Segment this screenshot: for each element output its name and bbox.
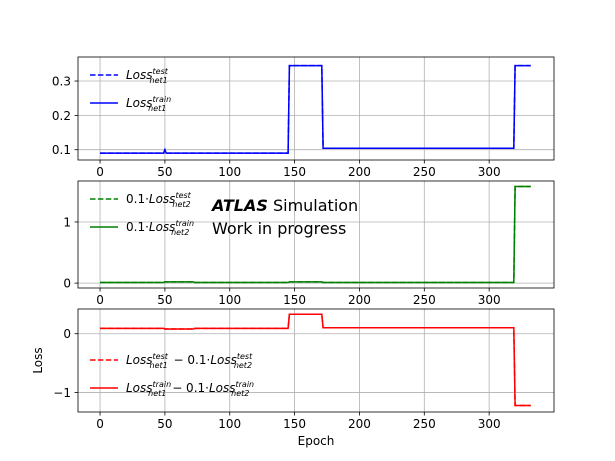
legend-label-train-net2: 0.1·Losstrain net2: [126, 219, 194, 237]
legend-label-test-net1: Losstest net1: [126, 67, 169, 85]
legend-name: 0.1·: [126, 192, 149, 206]
x-tick-label: 100: [218, 293, 241, 307]
legend-name: Loss: [126, 353, 153, 367]
x-tick-label: 300: [478, 417, 501, 431]
simulation-label: Simulation: [268, 196, 358, 215]
legend-superscript: train: [153, 95, 172, 104]
y-tick-label: 0.1: [52, 143, 71, 157]
legend-subscript: net1: [150, 361, 168, 370]
y-axis-label: Loss: [31, 347, 45, 373]
x-tick-label: 150: [283, 293, 306, 307]
legend-name-loss: Loss: [149, 192, 176, 206]
y-tick-label: 0.2: [52, 109, 71, 123]
legend-superscript: test: [153, 67, 169, 76]
axes-frame: [77, 308, 555, 413]
y-tick-label: 1: [63, 215, 71, 229]
x-tick-label: 100: [218, 165, 241, 179]
x-tick-label: 300: [478, 293, 501, 307]
series-line-test-net1: [100, 64, 531, 154]
legend-subscript: net1: [148, 104, 166, 113]
y-tick-label: 0.3: [52, 75, 71, 89]
x-tick-label: 50: [157, 417, 172, 431]
x-tick-label: 0: [96, 293, 104, 307]
x-tick-label: 0: [96, 417, 104, 431]
series-line-test-net1: [100, 313, 531, 407]
legend-name: Loss: [126, 381, 153, 395]
x-tick-label: 50: [157, 165, 172, 179]
legend-subscript: net2: [171, 228, 189, 237]
legend-superscript-2: test: [237, 352, 253, 361]
legend-rest: − 0.1·: [168, 381, 209, 395]
x-tick-label: 50: [157, 293, 172, 307]
x-tick-label: 150: [283, 165, 306, 179]
legend-label-test-net1: Losstest net1 − 0.1·Losstest net2: [126, 352, 253, 370]
x-tick-label: 250: [413, 165, 436, 179]
legend-subscript: net1: [148, 389, 166, 398]
atlas-label: ATLAS: [210, 196, 268, 215]
legend-name: Loss: [126, 96, 153, 110]
legend-rest: − 0.1·: [170, 353, 211, 367]
work-in-progress-label: Work in progress: [212, 219, 346, 238]
series-line-test-net2: [100, 185, 531, 284]
x-tick-label: 250: [413, 293, 436, 307]
x-tick-label: 200: [348, 165, 371, 179]
axes-frame: [77, 56, 555, 161]
legend-superscript: train: [153, 380, 172, 389]
legend-superscript-2: train: [236, 380, 255, 389]
x-tick-label: 250: [413, 417, 436, 431]
x-tick-label: 300: [478, 165, 501, 179]
x-tick-label: 200: [348, 293, 371, 307]
legend-superscript: test: [153, 352, 169, 361]
x-axis-label: Epoch: [298, 434, 335, 448]
legend-name: Loss: [126, 68, 153, 82]
x-tick-label: 100: [218, 417, 241, 431]
y-tick-label: 0: [63, 277, 71, 291]
legend-rest-loss: Loss: [210, 353, 237, 367]
legend-rest-loss: Loss: [209, 381, 236, 395]
legend-name: 0.1·: [126, 220, 149, 234]
legend-superscript: test: [175, 191, 191, 200]
legend-label-train-net1: Losstrain net1: [126, 95, 171, 113]
y-tick-label: 0: [63, 327, 71, 341]
legend-subscript: net2: [172, 200, 190, 209]
atlas-annotation: ATLAS Simulation: [210, 196, 358, 215]
legend-name-loss: Loss: [149, 220, 176, 234]
y-tick-label: −1: [53, 386, 71, 400]
x-tick-label: 150: [283, 417, 306, 431]
legend-superscript: train: [175, 219, 194, 228]
legend-subscript-2: net2: [231, 389, 249, 398]
legend-label-train-net1: Losstrain net1 − 0.1·Losstrain net2: [126, 380, 254, 398]
legend-subscript: net1: [150, 76, 168, 85]
legend-subscript-2: net2: [234, 361, 252, 370]
x-tick-label: 200: [348, 417, 371, 431]
legend-label-test-net2: 0.1·Losstest net2: [126, 191, 192, 209]
x-tick-label: 0: [96, 165, 104, 179]
axes-frame: [77, 180, 555, 289]
